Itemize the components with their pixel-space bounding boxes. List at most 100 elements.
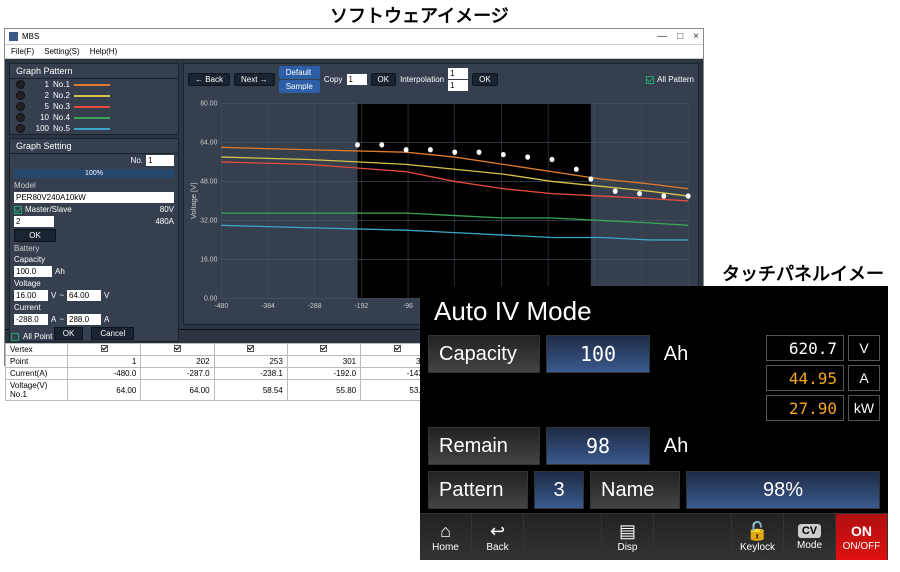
keylock-button[interactable]: 🔓Keylock xyxy=(732,514,784,560)
all-pattern-check[interactable] xyxy=(646,76,654,84)
battery-label: Battery xyxy=(10,243,178,254)
disp-button[interactable]: ▤Disp xyxy=(602,514,654,560)
pattern-n: 100 xyxy=(29,124,49,133)
pattern-swatch xyxy=(74,95,110,97)
pattern-value-tp[interactable]: 3 xyxy=(534,471,584,509)
window-titlebar[interactable]: MBS — □ × xyxy=(5,29,703,45)
master-slave-check[interactable] xyxy=(14,206,22,214)
table-cell[interactable]: -192.0 xyxy=(287,368,360,380)
reading-value: 44.95 xyxy=(766,365,844,391)
table-cell[interactable]: 64.00 xyxy=(141,380,214,401)
app-icon xyxy=(9,32,18,41)
interp-ok-button[interactable]: OK xyxy=(472,73,498,86)
table-cell[interactable]: 64.00 xyxy=(68,380,141,401)
svg-text:-384: -384 xyxy=(261,302,275,310)
table-cell[interactable] xyxy=(287,344,360,356)
capacity-label: Capacity xyxy=(14,255,58,264)
pattern-n: 5 xyxy=(29,102,49,111)
voltage-lo-field[interactable]: 16.00 xyxy=(14,290,48,301)
table-cell[interactable] xyxy=(141,344,214,356)
minimize-button[interactable]: — xyxy=(657,31,667,42)
pattern-swatch xyxy=(74,117,110,119)
vertex-check[interactable] xyxy=(174,345,181,352)
cancel-button[interactable]: Cancel xyxy=(91,327,134,340)
pattern-label: No.3 xyxy=(53,102,70,111)
default-button[interactable]: Default xyxy=(279,66,320,79)
progress-bar: 100% xyxy=(14,169,174,178)
menu-file[interactable]: File(F) xyxy=(11,47,34,56)
maximize-button[interactable]: □ xyxy=(677,31,683,42)
onoff-button[interactable]: ONON/OFF xyxy=(836,514,888,560)
capacity-field[interactable]: 100.0 xyxy=(14,266,52,277)
capacity-unit-tp: Ah xyxy=(656,335,696,373)
table-cell[interactable]: 55.80 xyxy=(287,380,360,401)
pattern-row[interactable]: 5 No.3 xyxy=(10,101,178,112)
pattern-label: No.1 xyxy=(53,80,70,89)
pattern-row[interactable]: 10 No.4 xyxy=(10,112,178,123)
table-cell[interactable]: 253 xyxy=(214,356,287,368)
svg-text:-288: -288 xyxy=(308,302,322,310)
ok-button[interactable]: OK xyxy=(54,327,84,340)
table-cell[interactable]: -287.0 xyxy=(141,368,214,380)
lamp-icon xyxy=(16,113,25,122)
remain-label-tp: Remain xyxy=(428,427,540,465)
pattern-label-tp: Pattern xyxy=(428,471,528,509)
chart-toolbar: ← Back Next → Default Sample Copy 1 OK I… xyxy=(184,64,698,95)
current-label: Current xyxy=(14,303,58,312)
capacity-value-tp[interactable]: 100 xyxy=(546,335,650,373)
svg-text:-480: -480 xyxy=(214,302,228,310)
all-point-check[interactable] xyxy=(11,333,19,341)
copy-ok-button[interactable]: OK xyxy=(371,73,397,86)
home-icon: ⌂ xyxy=(440,522,451,540)
home-button[interactable]: ⌂Home xyxy=(420,514,472,560)
remain-value-tp[interactable]: 98 xyxy=(546,427,650,465)
interp-from-select[interactable]: 1 xyxy=(448,68,468,79)
table-cell[interactable]: 301 xyxy=(287,356,360,368)
pattern-n: 2 xyxy=(29,91,49,100)
table-rowhead: Voltage(V) No.1 xyxy=(6,380,68,401)
pattern-swatch xyxy=(74,106,110,108)
vertex-check[interactable] xyxy=(247,345,254,352)
voltage-hi-field[interactable]: 64.00 xyxy=(67,290,101,301)
menu-help[interactable]: Help(H) xyxy=(90,47,118,56)
table-cell[interactable] xyxy=(214,344,287,356)
table-rowhead: Current(A) xyxy=(6,368,68,380)
table-cell[interactable]: 202 xyxy=(141,356,214,368)
reading-unit: V xyxy=(848,335,880,361)
table-cell[interactable]: 1 xyxy=(68,356,141,368)
table-cell[interactable]: -480.0 xyxy=(68,368,141,380)
all-point-label: All Point xyxy=(23,332,52,341)
model-select[interactable]: PER80V240A10kW xyxy=(14,192,174,203)
next-button[interactable]: Next → xyxy=(234,73,275,86)
sample-button[interactable]: Sample xyxy=(279,80,320,93)
model-ok-button[interactable]: OK xyxy=(14,229,56,242)
pattern-row[interactable]: 1 No.1 xyxy=(10,79,178,90)
touch-mode-title: Auto IV Mode xyxy=(428,294,880,329)
mode-tag: CV xyxy=(798,524,821,538)
mode-button[interactable]: CVMode xyxy=(784,514,836,560)
current-lo-field[interactable]: -288.0 xyxy=(14,314,48,325)
copy-select[interactable]: 1 xyxy=(347,74,367,85)
table-cell[interactable]: -238.1 xyxy=(214,368,287,380)
pattern-row[interactable]: 100 No.5 xyxy=(10,123,178,134)
svg-text:48.00: 48.00 xyxy=(200,177,217,185)
pattern-row[interactable]: 2 No.2 xyxy=(10,90,178,101)
vertex-check[interactable] xyxy=(101,345,108,352)
ms-select[interactable]: 2 xyxy=(14,216,54,227)
back-button-tp[interactable]: ↩Back xyxy=(472,514,524,560)
vertex-check[interactable] xyxy=(320,345,327,352)
table-cell[interactable] xyxy=(68,344,141,356)
no-select[interactable]: 1 xyxy=(146,155,174,166)
close-button[interactable]: × xyxy=(693,31,699,42)
ms-current: 480A xyxy=(155,217,174,226)
back-button[interactable]: ← Back xyxy=(188,73,230,86)
vertex-check[interactable] xyxy=(394,345,401,352)
name-value-tp[interactable]: 98% xyxy=(686,471,880,509)
interp-to-select[interactable]: 1 xyxy=(448,80,468,91)
graph-setting-title: Graph Setting xyxy=(10,139,178,154)
menubar: File(F) Setting(S) Help(H) xyxy=(5,45,703,59)
menu-setting[interactable]: Setting(S) xyxy=(44,47,80,56)
reading-unit: kW xyxy=(848,395,880,421)
table-cell[interactable]: 58.54 xyxy=(214,380,287,401)
current-hi-field[interactable]: 288.0 xyxy=(67,314,101,325)
